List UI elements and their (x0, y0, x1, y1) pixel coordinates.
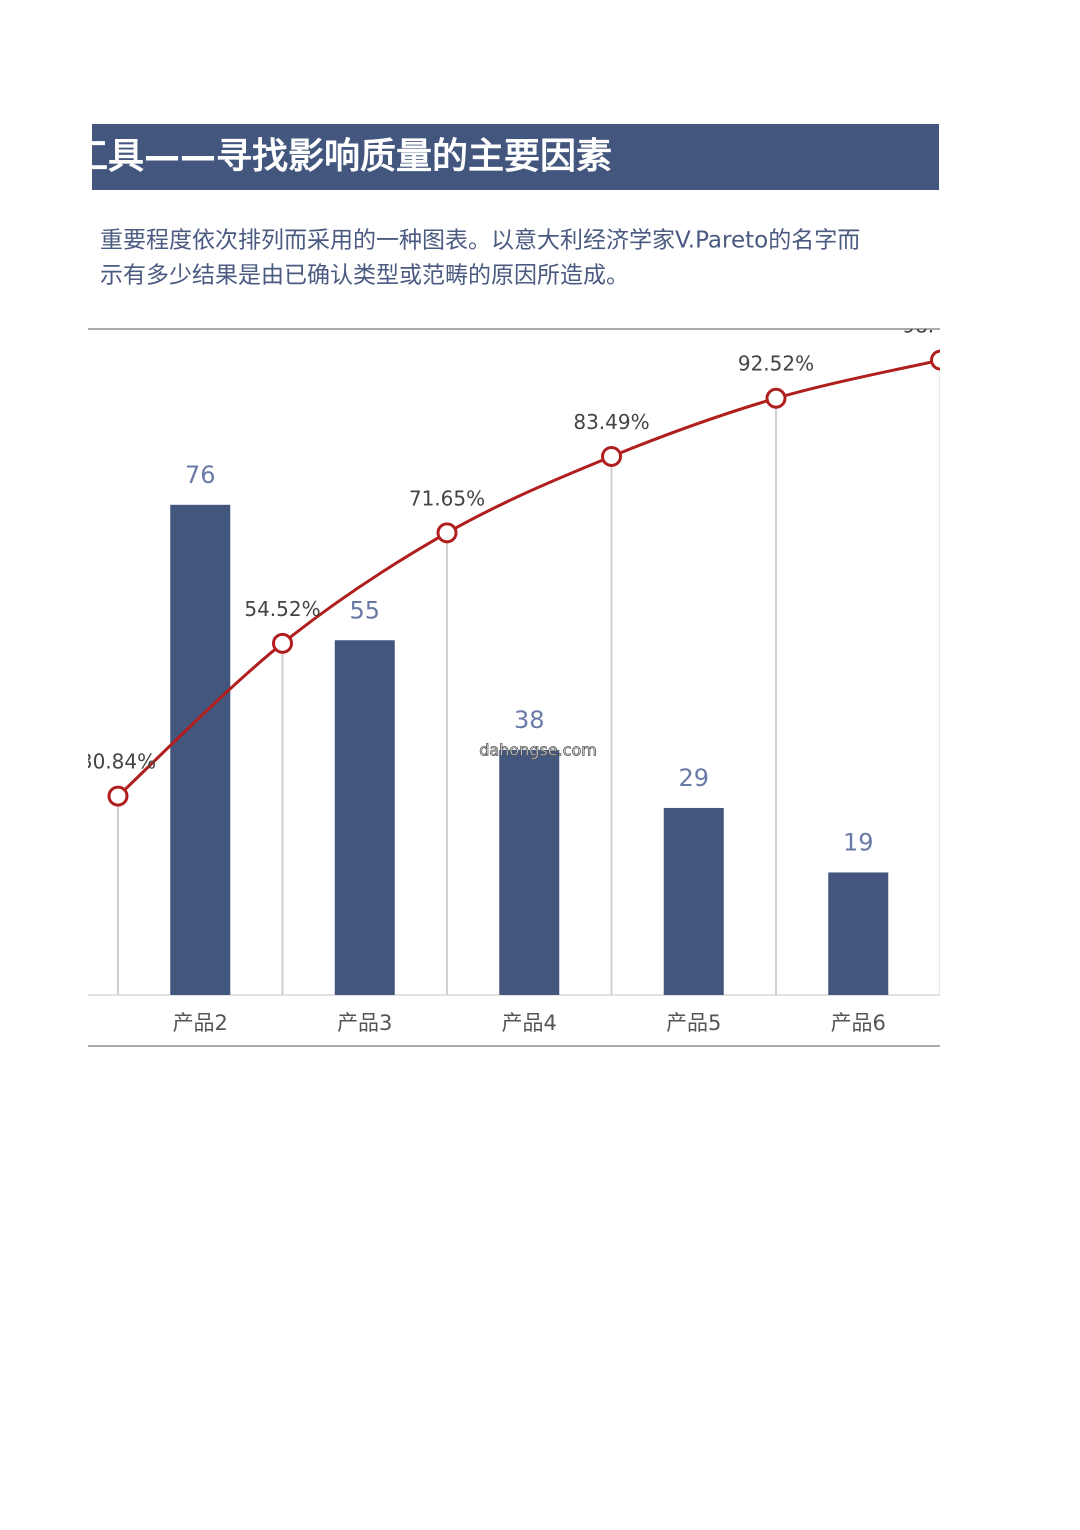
bar-label: 38 (514, 706, 545, 734)
bar-label: 19 (843, 828, 874, 856)
cumulative-point (765, 387, 787, 409)
plot: 76 产品2 55 产品3 38 产品4 29 产品5 19 产品6 30.84% 54.52% 71.… (80, 314, 978, 1035)
cumulative-point (930, 349, 940, 371)
x-tick-label: 产品5 (666, 1011, 721, 1035)
x-tick-label: 产品4 (502, 1011, 557, 1035)
description-line: 重要程度依次排列而采用的一种图表。以意大利经济学家V.Pareto的名字而 (100, 228, 860, 254)
description-line: 示有多少结果是由已确认类型或范畴的原因所造成。 (100, 263, 629, 289)
bar (499, 749, 560, 995)
bar-label: 76 (185, 461, 216, 489)
cumulative-label: 98.44% (902, 314, 978, 338)
cumulative-label: 83.49% (573, 410, 649, 434)
x-tick-label: 产品2 (173, 1011, 228, 1035)
header-bar (92, 124, 939, 190)
cumulative-label: 71.65% (409, 486, 485, 510)
x-tick-label: 产品6 (831, 1011, 886, 1035)
x-tick-label: 产品3 (337, 1011, 392, 1035)
cumulative-point (601, 445, 622, 467)
cumulative-label: 54.52% (244, 597, 320, 621)
cumulative-label: 30.84% (80, 750, 156, 774)
title: 工具——寻找影响质量的主要因素 (72, 136, 612, 177)
bar (828, 872, 889, 995)
bar-label: 55 (349, 596, 380, 624)
bar (170, 504, 231, 995)
cumulative-point (272, 632, 293, 654)
bar (334, 640, 395, 995)
cumulative-label: 92.52% (738, 352, 814, 376)
cumulative-line (116, 358, 940, 798)
cumulative-point (436, 522, 458, 544)
cumulative-point (107, 785, 129, 807)
watermark: dahongse.com (479, 741, 597, 760)
bar (663, 807, 724, 995)
bar-label: 29 (678, 764, 709, 792)
